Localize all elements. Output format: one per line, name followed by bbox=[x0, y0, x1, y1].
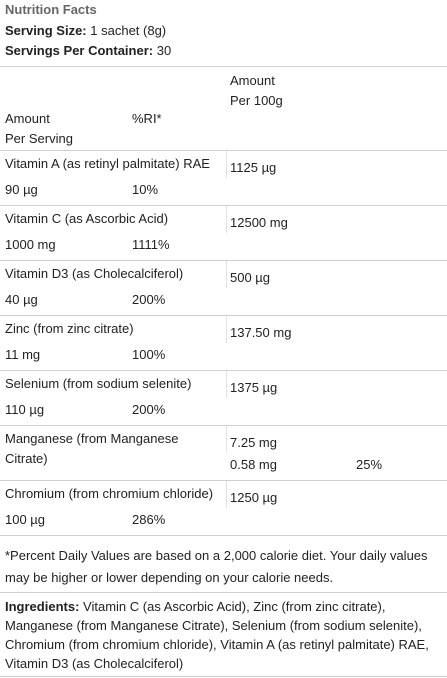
divider bbox=[0, 205, 447, 206]
cell-divider bbox=[226, 151, 227, 178]
ingredients: Ingredients: Vitamin C (as Ascorbic Acid… bbox=[5, 597, 445, 673]
ri: 10% bbox=[132, 182, 159, 197]
cell-divider bbox=[226, 316, 227, 343]
nutrient-name: Vitamin D3 (as Cholecalciferol) bbox=[5, 266, 184, 281]
divider bbox=[0, 676, 447, 677]
divider bbox=[0, 66, 447, 67]
per-100g: 1375 µg bbox=[230, 380, 278, 395]
per-serving: 0.58 mg bbox=[230, 457, 277, 472]
servings: Servings Per Container: 30 bbox=[5, 41, 171, 61]
title: Nutrition Facts bbox=[5, 2, 97, 17]
ingredients-label: Ingredients: bbox=[5, 599, 80, 614]
serving-size-value: 1 sachet (8g) bbox=[90, 23, 167, 38]
column-header: Amount Per 100g bbox=[230, 73, 283, 108]
serving-size: Serving Size: 1 sachet (8g) bbox=[5, 21, 166, 41]
ingredients-text: Vitamin C (as Ascorbic Acid), Zinc (from… bbox=[5, 599, 429, 671]
footnote: *Percent Daily Values are based on a 2,0… bbox=[5, 548, 428, 585]
column-header: Amount Per Serving bbox=[5, 111, 73, 146]
divider bbox=[0, 260, 447, 261]
per-100g: 7.25 mg bbox=[230, 435, 277, 450]
column-header: %RI* bbox=[132, 111, 162, 126]
divider bbox=[0, 535, 447, 536]
ri: 25% bbox=[356, 457, 383, 472]
servings-label: Servings Per Container: bbox=[5, 43, 154, 58]
per-serving: 1000 mg bbox=[5, 237, 56, 252]
divider bbox=[0, 592, 447, 593]
divider bbox=[0, 370, 447, 371]
nutrient-name: Selenium (from sodium selenite) bbox=[5, 376, 192, 391]
cell-divider bbox=[226, 206, 227, 233]
cell-divider bbox=[226, 426, 227, 453]
serving-size-label: Serving Size: bbox=[5, 23, 87, 38]
nutrient-name: Zinc (from zinc citrate) bbox=[5, 321, 134, 336]
nutrient-name: Vitamin C (as Ascorbic Acid) bbox=[5, 211, 169, 226]
per-serving: 110 µg bbox=[5, 402, 45, 417]
servings-value: 30 bbox=[156, 43, 172, 58]
divider bbox=[0, 315, 447, 316]
per-serving: 11 mg bbox=[5, 347, 41, 362]
per-100g: 137.50 mg bbox=[230, 325, 292, 340]
per-serving: 40 µg bbox=[5, 292, 38, 307]
per-serving: 90 µg bbox=[5, 182, 38, 197]
per-100g: 12500 mg bbox=[230, 215, 288, 230]
divider bbox=[0, 480, 447, 481]
ri: 1111% bbox=[132, 237, 170, 252]
per-100g: 500 µg bbox=[230, 270, 271, 285]
divider bbox=[0, 425, 447, 426]
cell-divider bbox=[226, 481, 227, 508]
per-serving: 100 µg bbox=[5, 512, 46, 527]
ri: 100% bbox=[132, 347, 166, 362]
cell-divider bbox=[226, 371, 227, 398]
cell-divider bbox=[226, 261, 227, 288]
per-100g: 1125 µg bbox=[230, 160, 277, 175]
ri: 200% bbox=[132, 292, 166, 307]
nutrient-name: Manganese (from Manganese Citrate) bbox=[5, 431, 179, 466]
ri: 286% bbox=[132, 512, 166, 527]
divider bbox=[0, 150, 447, 151]
per-100g: 1250 µg bbox=[230, 490, 278, 505]
nutrient-name: Vitamin A (as retinyl palmitate) RAE bbox=[5, 156, 210, 171]
nutrient-name: Chromium (from chromium chloride) bbox=[5, 486, 214, 501]
ri: 200% bbox=[132, 402, 166, 417]
